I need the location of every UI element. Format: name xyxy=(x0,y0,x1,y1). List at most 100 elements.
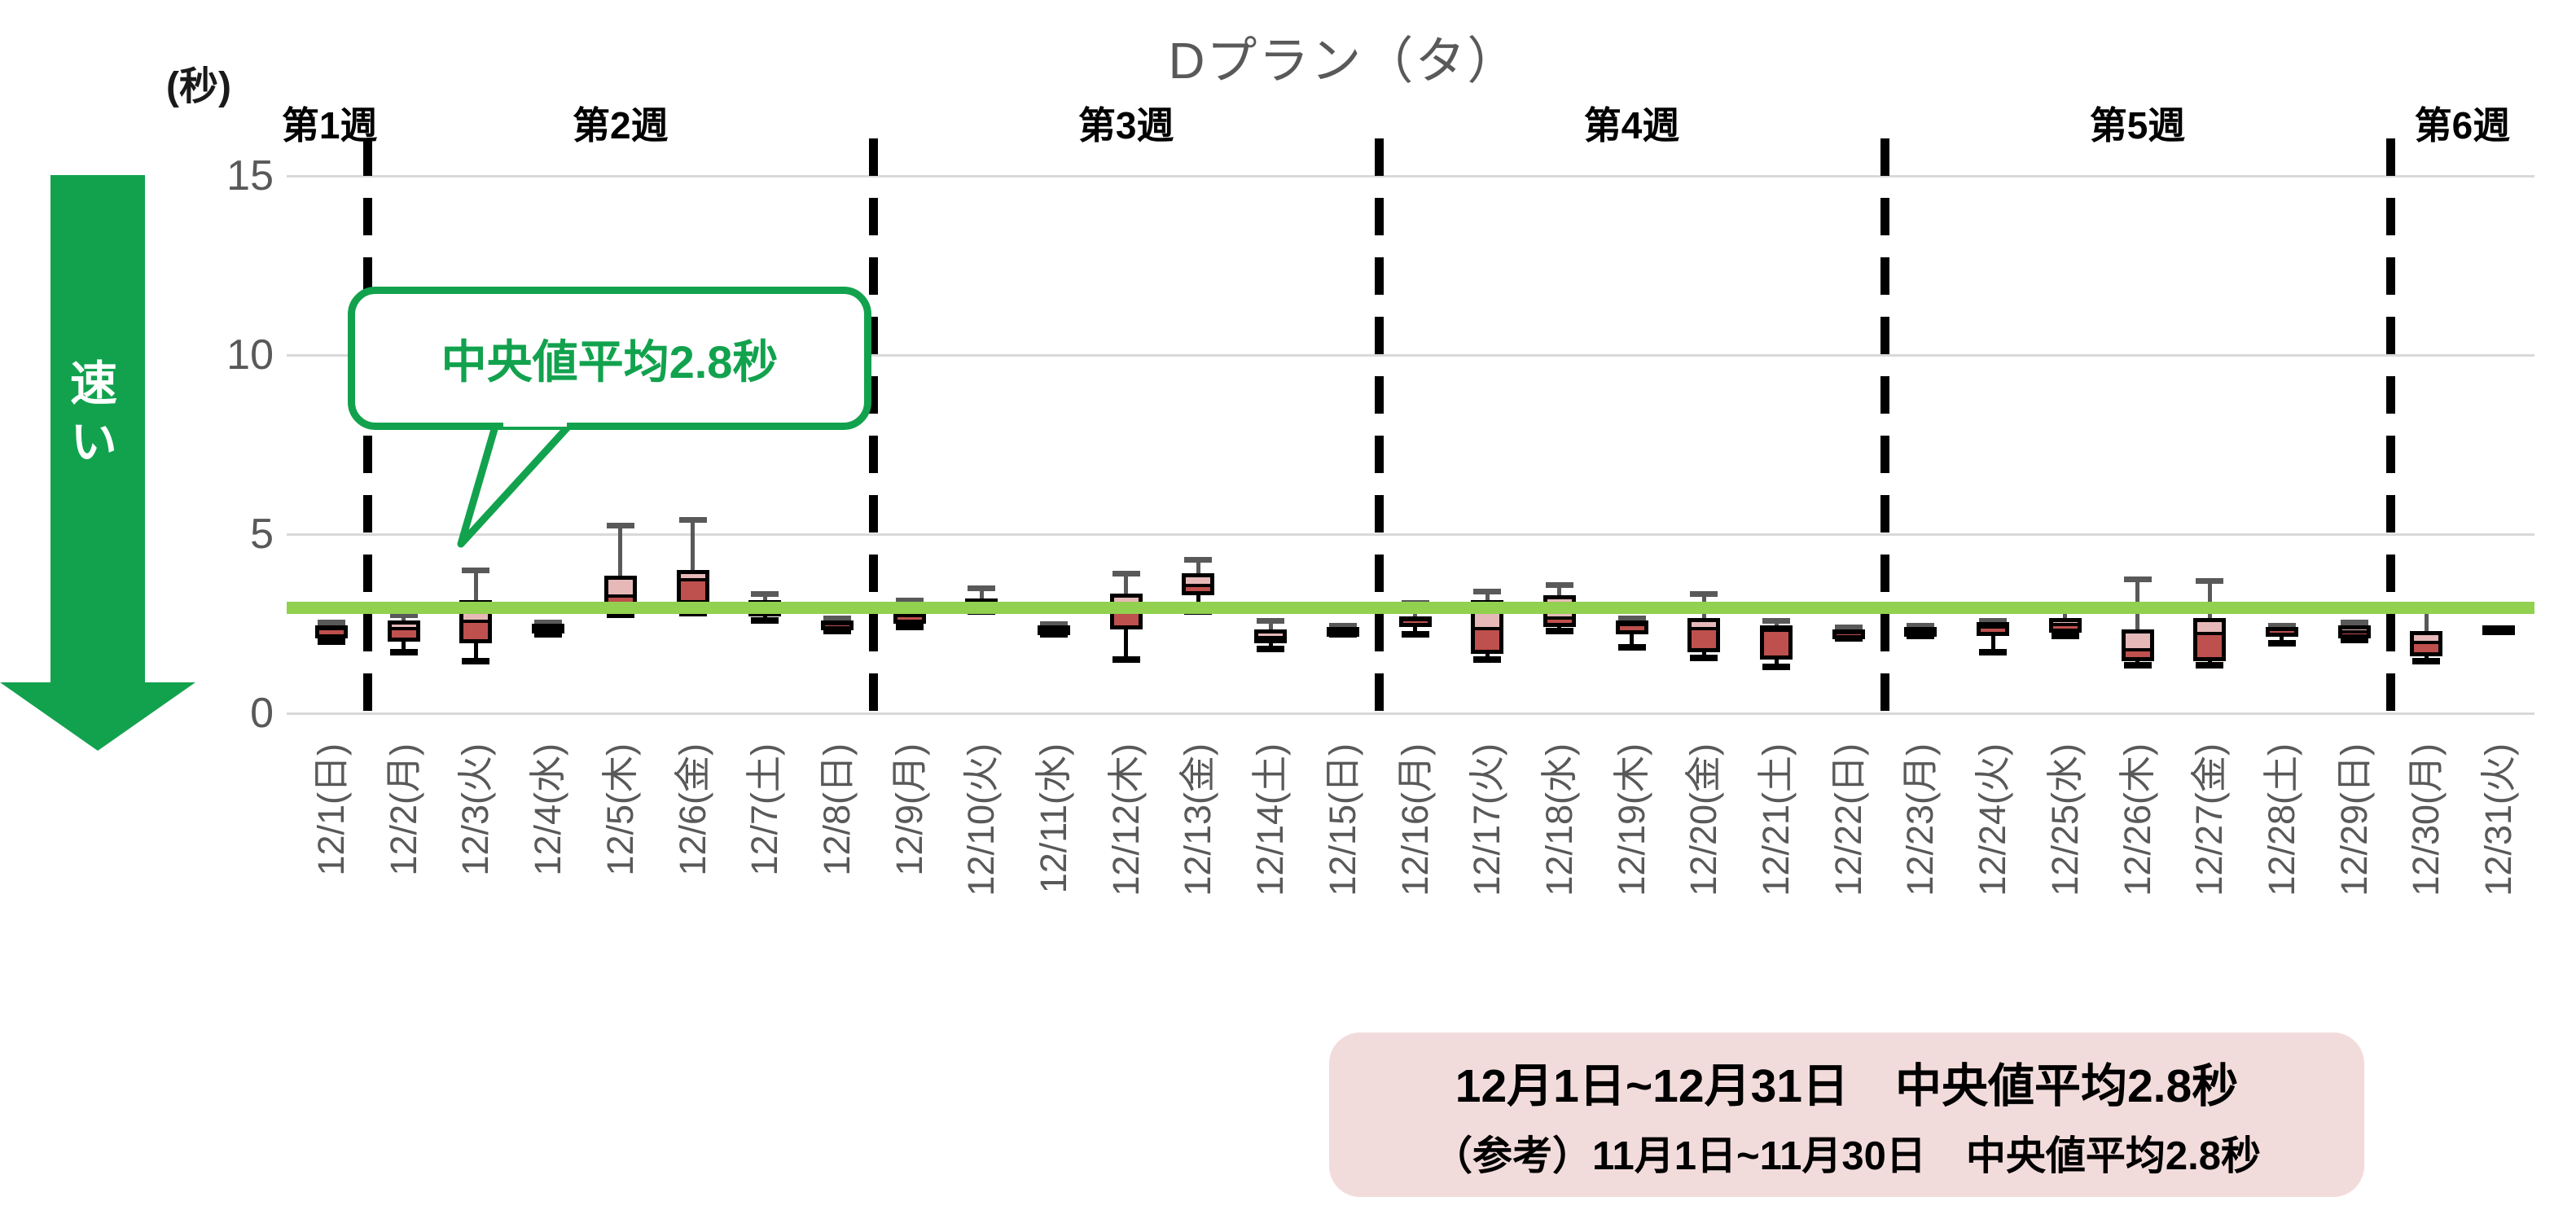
box-12/14(土) xyxy=(1254,629,1288,644)
upper-whisker-cap-12/4(水) xyxy=(534,619,563,625)
chart-title: Dプラン（タ） xyxy=(1168,33,1520,90)
lower-whisker-12/28(土) xyxy=(2280,636,2284,644)
week-label-5: 第5週 xyxy=(2089,104,2186,147)
lower-whisker-cap-12/17(火) xyxy=(1473,656,1502,663)
upper-whisker-cap-12/3(火) xyxy=(462,568,490,573)
lower-whisker-12/2(月) xyxy=(402,642,406,653)
week-label-4: 第4週 xyxy=(1583,104,1680,147)
lower-whisker-cap-12/9(月) xyxy=(895,624,924,631)
upper-whisker-12/13(金) xyxy=(1196,559,1200,574)
box-12/23(月) xyxy=(1904,627,1937,638)
upper-whisker-cap-12/13(金) xyxy=(1184,556,1213,563)
upper-whisker-cap-12/6(金) xyxy=(678,517,707,524)
box-lower-12/8(日) xyxy=(824,622,849,626)
box-12/16(月) xyxy=(1398,616,1432,628)
upper-whisker-cap-12/8(日) xyxy=(823,616,851,622)
upper-whisker-cap-12/24(火) xyxy=(1979,617,2008,624)
box-12/13(金) xyxy=(1182,573,1215,595)
box-lower-12/11(水) xyxy=(1042,627,1066,632)
upper-whisker-cap-12/27(金) xyxy=(2196,578,2224,585)
box-12/8(日) xyxy=(820,620,854,630)
summary-note-box: 12月1日~12月31日 中央値平均2.8秒 （参考）11月1日~11月30日 … xyxy=(1329,1032,2364,1197)
lower-whisker-cap-12/29(日) xyxy=(2340,636,2368,643)
lower-whisker-12/19(木) xyxy=(1630,634,1635,647)
box-lower-12/30(月) xyxy=(2414,641,2439,652)
lower-whisker-cap-12/24(火) xyxy=(1979,649,2008,656)
box-lower-12/3(火) xyxy=(463,620,489,640)
upper-whisker-cap-12/18(水) xyxy=(1545,581,1573,588)
box-lower-12/27(金) xyxy=(2197,632,2223,658)
upper-whisker-12/10(火) xyxy=(979,588,984,599)
speed-down-arrow-icon xyxy=(0,682,195,751)
box-lower-12/6(金) xyxy=(680,578,705,600)
y-tick-label-5: 5 xyxy=(250,511,274,558)
box-12/27(金) xyxy=(2193,618,2227,662)
box-12/1(日) xyxy=(315,625,348,638)
upper-whisker-cap-12/17(火) xyxy=(1473,589,1502,595)
box-12/11(水) xyxy=(1038,625,1070,636)
box-lower-12/20(金) xyxy=(1692,626,1717,649)
box-lower-12/23(月) xyxy=(1908,629,1933,633)
callout-tail-cover xyxy=(503,414,567,427)
box-lower-12/26(木) xyxy=(2125,648,2150,658)
gridline-10 xyxy=(287,354,2534,357)
lower-whisker-cap-12/5(木) xyxy=(606,612,634,618)
box-lower-12/31(火) xyxy=(2486,628,2511,632)
box-12/29(日) xyxy=(2337,625,2371,638)
box-lower-12/28(土) xyxy=(2269,627,2294,633)
week-divider-5 xyxy=(2385,138,2395,729)
upper-whisker-cap-12/19(木) xyxy=(1617,616,1646,622)
lower-whisker-cap-12/25(水) xyxy=(2051,633,2079,640)
lower-whisker-12/21(土) xyxy=(1774,660,1779,667)
upper-whisker-cap-12/28(土) xyxy=(2267,623,2296,629)
box-lower-12/24(火) xyxy=(1981,625,2006,633)
upper-whisker-12/5(木) xyxy=(618,525,623,576)
gridline-15 xyxy=(287,175,2534,178)
upper-whisker-12/6(金) xyxy=(691,520,695,570)
box-12/20(金) xyxy=(1687,618,1721,653)
week-divider-3 xyxy=(1375,138,1385,729)
upper-whisker-cap-12/2(月) xyxy=(389,612,418,618)
summary-note-line1: 12月1日~12月31日 中央値平均2.8秒 xyxy=(1455,1059,2239,1112)
lower-whisker-cap-12/28(土) xyxy=(2267,640,2296,647)
box-12/15(日) xyxy=(1326,627,1359,638)
week-label-1: 第1週 xyxy=(281,104,378,147)
upper-whisker-cap-12/22(日) xyxy=(1834,625,1863,631)
lower-whisker-cap-12/30(月) xyxy=(2412,658,2441,665)
callout-text: 中央値平均2.8秒 xyxy=(441,335,779,388)
lower-whisker-cap-12/18(水) xyxy=(1545,627,1573,634)
box-12/19(木) xyxy=(1615,620,1648,635)
lower-whisker-12/3(火) xyxy=(473,643,478,662)
box-12/30(月) xyxy=(2410,630,2443,656)
box-12/26(木) xyxy=(2121,629,2154,662)
lower-whisker-cap-12/26(木) xyxy=(2123,661,2152,669)
box-lower-12/13(金) xyxy=(1186,583,1211,591)
lower-whisker-cap-12/1(日) xyxy=(318,638,345,645)
box-12/4(水) xyxy=(532,624,565,633)
upper-whisker-cap-12/7(土) xyxy=(751,590,779,597)
upper-whisker-12/17(火) xyxy=(1485,591,1490,601)
box-12/24(火) xyxy=(1977,621,2010,637)
box-12/21(土) xyxy=(1760,625,1793,660)
upper-whisker-12/3(火) xyxy=(473,570,478,601)
lower-whisker-cap-12/7(土) xyxy=(751,616,779,624)
box-lower-12/29(日) xyxy=(2341,630,2367,634)
lower-whisker-cap-12/21(土) xyxy=(1762,663,1790,670)
upper-whisker-cap-12/23(月) xyxy=(1907,623,1935,629)
upper-whisker-12/18(水) xyxy=(1557,584,1562,595)
upper-whisker-cap-12/10(火) xyxy=(968,585,996,591)
week-divider-2 xyxy=(869,138,879,729)
upper-whisker-cap-12/9(月) xyxy=(895,598,924,604)
lower-whisker-cap-12/14(土) xyxy=(1257,645,1285,652)
week-label-2: 第2週 xyxy=(573,104,669,147)
upper-whisker-cap-12/15(日) xyxy=(1328,623,1357,629)
box-lower-12/9(月) xyxy=(897,614,922,620)
upper-whisker-cap-12/14(土) xyxy=(1257,617,1285,624)
lower-whisker-cap-12/20(金) xyxy=(1690,654,1718,661)
upper-whisker-12/27(金) xyxy=(2207,581,2212,619)
y-tick-label-15: 15 xyxy=(226,152,274,199)
week-divider-1 xyxy=(363,138,373,729)
box-lower-12/1(日) xyxy=(319,626,344,634)
y-tick-label-10: 10 xyxy=(226,331,274,379)
